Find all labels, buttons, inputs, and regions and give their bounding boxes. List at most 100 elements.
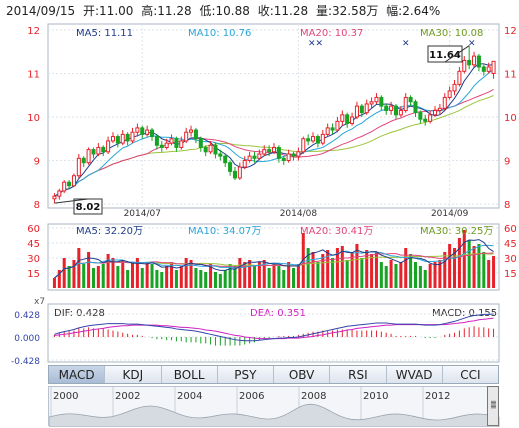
volume-chart[interactable]: 60 60 45 45 30 30 15 15 MA5: 32.20万 MA10: 34.07…: [0, 222, 519, 294]
candlestick[interactable]: [369, 97, 374, 109]
volume-bar[interactable]: [282, 270, 286, 288]
volume-bar[interactable]: [248, 260, 252, 288]
volume-bar[interactable]: [301, 233, 305, 288]
candlestick[interactable]: [486, 62, 491, 74]
candlestick[interactable]: [150, 127, 155, 141]
volume-bar[interactable]: [145, 262, 149, 288]
volume-bar[interactable]: [482, 252, 486, 288]
candlestick[interactable]: [115, 134, 120, 148]
volume-bar[interactable]: [135, 258, 139, 288]
volume-bar[interactable]: [404, 248, 408, 288]
volume-bar[interactable]: [174, 270, 178, 288]
volume-bar[interactable]: [306, 248, 310, 288]
candlestick[interactable]: [408, 95, 413, 107]
volume-bar[interactable]: [96, 266, 100, 288]
candlestick[interactable]: [325, 123, 330, 137]
macd-chart[interactable]: x7 DIF: 0.428 DEA: 0.351 MACD: 0.155 0.4…: [0, 296, 519, 364]
volume-bar[interactable]: [292, 268, 296, 288]
candlestick[interactable]: [481, 64, 486, 76]
volume-bar[interactable]: [77, 248, 81, 288]
candlestick[interactable]: [193, 127, 198, 144]
candlestick[interactable]: [442, 93, 447, 111]
candlestick[interactable]: [467, 45, 472, 70]
candlestick[interactable]: [81, 156, 86, 168]
candlestick[interactable]: [491, 60, 496, 79]
volume-bar[interactable]: [409, 254, 413, 288]
volume-bar[interactable]: [170, 262, 174, 288]
volume-bar[interactable]: [365, 250, 369, 288]
volume-bar[interactable]: [335, 248, 339, 288]
price-chart[interactable]: 8 8 9 9 10 10 11 11 12 12 2014/07 2014/08 2014/09 MA…: [0, 20, 519, 232]
candlestick[interactable]: [159, 140, 164, 152]
candlestick[interactable]: [315, 134, 320, 148]
candlestick[interactable]: [379, 95, 384, 111]
volume-bar[interactable]: [140, 268, 144, 288]
volume-bar[interactable]: [130, 262, 135, 288]
candlestick[interactable]: [359, 103, 364, 117]
candlestick[interactable]: [67, 180, 72, 189]
volume-bar[interactable]: [116, 266, 120, 288]
candlestick[interactable]: [213, 143, 218, 159]
candlestick[interactable]: [184, 127, 189, 144]
volume-bar[interactable]: [394, 264, 398, 288]
volume-bar[interactable]: [316, 262, 320, 288]
candlestick[interactable]: [447, 86, 452, 100]
candlestick[interactable]: [62, 180, 67, 194]
volume-bar[interactable]: [199, 270, 203, 288]
candlestick[interactable]: [374, 93, 379, 104]
candlestick[interactable]: [189, 125, 194, 137]
volume-bar[interactable]: [52, 278, 56, 288]
candlestick[interactable]: [340, 110, 345, 126]
candlestick[interactable]: [364, 99, 369, 115]
candlestick[interactable]: [335, 117, 340, 133]
volume-bar[interactable]: [209, 264, 213, 288]
volume-bar[interactable]: [213, 272, 217, 288]
candlestick[interactable]: [354, 101, 359, 120]
volume-bar[interactable]: [72, 260, 76, 288]
tab-macd[interactable]: MACD: [49, 366, 106, 383]
volume-bar[interactable]: [345, 260, 349, 288]
candlestick[interactable]: [398, 106, 403, 117]
volume-bar[interactable]: [82, 264, 86, 288]
volume-bar[interactable]: [194, 268, 198, 288]
tab-cci[interactable]: CCI: [460, 368, 481, 382]
tab-obv[interactable]: OBV: [274, 366, 331, 383]
candlestick[interactable]: [271, 143, 277, 154]
candlestick[interactable]: [286, 149, 291, 163]
volume-bar[interactable]: [155, 270, 159, 288]
volume-bar[interactable]: [413, 262, 418, 288]
candlestick[interactable]: [125, 132, 130, 146]
candlestick[interactable]: [145, 125, 150, 137]
candlestick[interactable]: [296, 147, 301, 161]
volume-bar[interactable]: [228, 264, 232, 288]
volume-bar[interactable]: [340, 246, 344, 288]
candlestick[interactable]: [71, 173, 76, 187]
volume-bar[interactable]: [121, 260, 125, 288]
candlestick[interactable]: [154, 134, 159, 150]
volume-bar[interactable]: [126, 270, 130, 288]
volume-bar[interactable]: [370, 254, 374, 288]
candlestick[interactable]: [120, 130, 125, 146]
volume-bar[interactable]: [321, 254, 325, 288]
candlestick[interactable]: [330, 123, 335, 135]
volume-bar[interactable]: [384, 266, 388, 288]
candlestick[interactable]: [437, 103, 442, 115]
candlestick[interactable]: [281, 156, 286, 165]
candlestick[interactable]: [198, 136, 203, 152]
volume-bar[interactable]: [467, 240, 471, 288]
volume-bar[interactable]: [443, 252, 447, 288]
volume-bar[interactable]: [418, 266, 422, 288]
candlestick[interactable]: [135, 123, 140, 137]
volume-bar[interactable]: [350, 252, 354, 288]
volume-bar[interactable]: [311, 252, 315, 288]
volume-bar[interactable]: [433, 262, 437, 288]
volume-bar[interactable]: [184, 258, 188, 288]
candlestick[interactable]: [223, 153, 228, 168]
volume-bar[interactable]: [111, 258, 115, 288]
candlestick[interactable]: [311, 132, 316, 144]
candlestick[interactable]: [452, 80, 457, 96]
volume-bar[interactable]: [62, 258, 66, 288]
volume-bar[interactable]: [492, 256, 496, 288]
tab-rsi[interactable]: RSI: [330, 366, 387, 383]
candlestick[interactable]: [232, 167, 237, 181]
